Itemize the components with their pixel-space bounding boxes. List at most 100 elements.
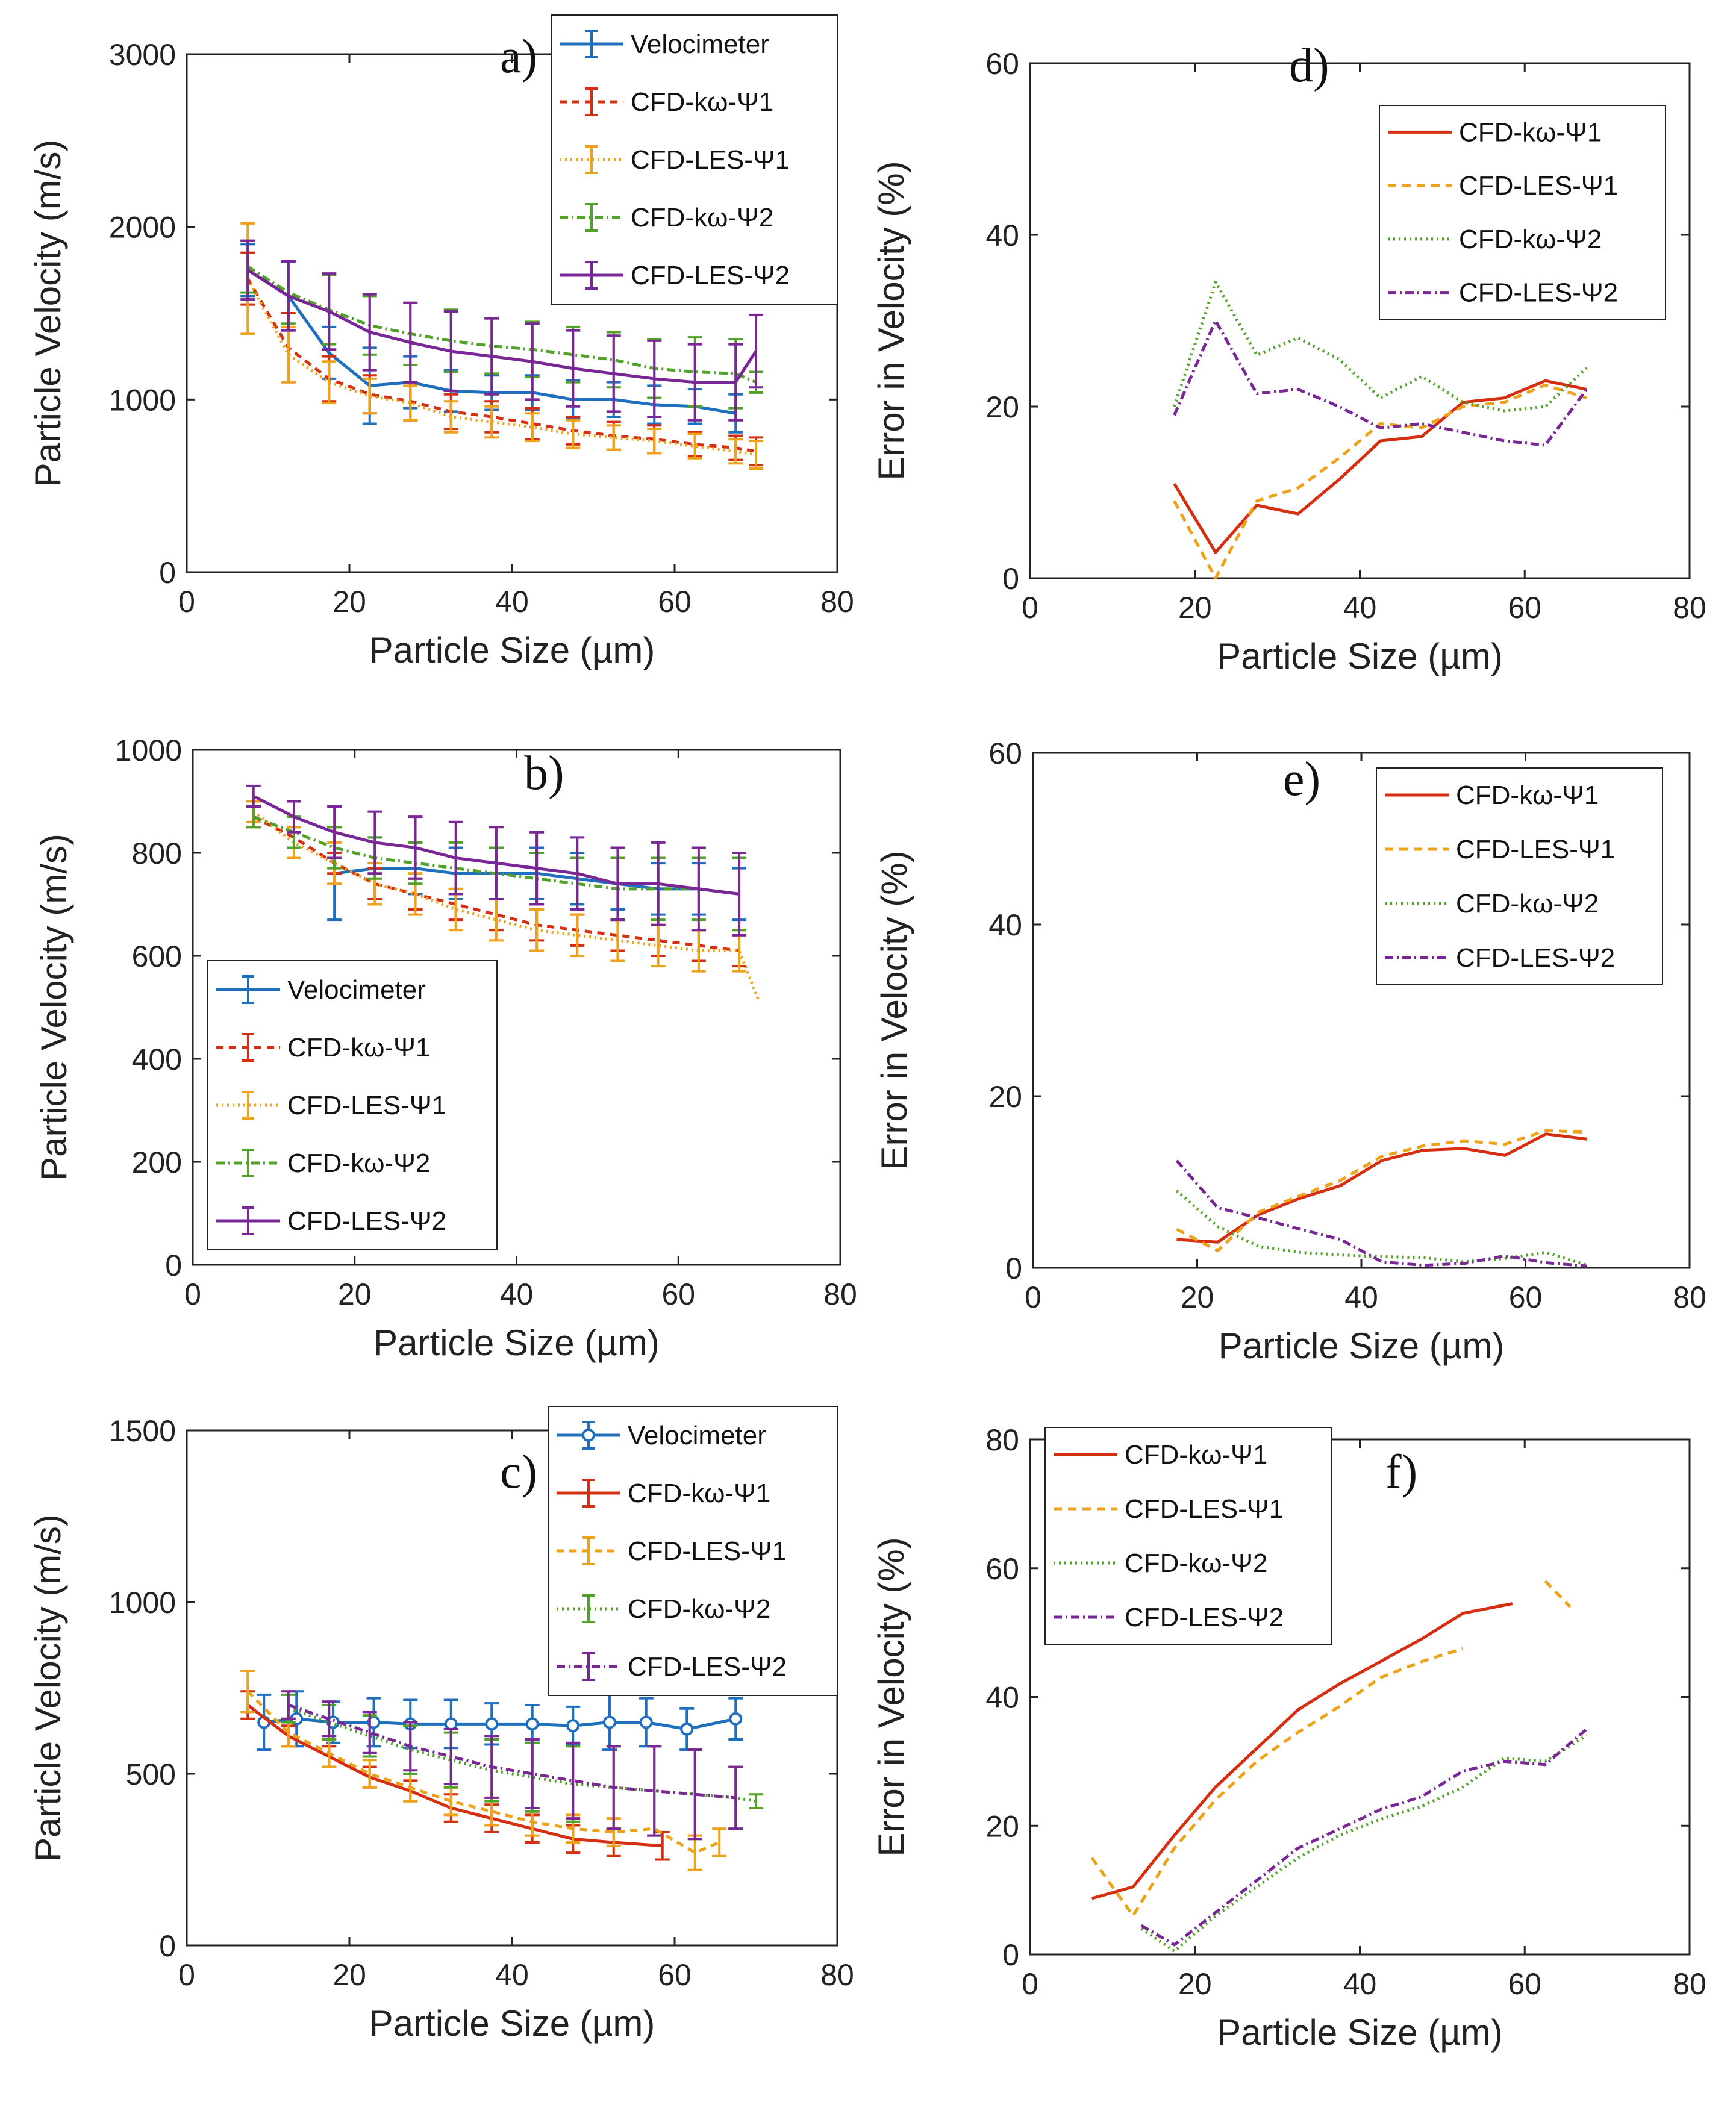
x-tick-label: 20 (1178, 591, 1212, 625)
series-les2 (246, 784, 747, 937)
y-axis-label: Particle Velocity (m/s) (28, 140, 68, 487)
series-line-kw2 (1175, 1189, 1588, 1267)
series-line-les1 (1090, 1647, 1464, 1918)
legend-box (1376, 767, 1663, 985)
legend-label: CFD-kω-Ψ2 (628, 1594, 770, 1624)
panel-label: b) (524, 747, 564, 800)
series-les2 (240, 239, 763, 422)
y-tick-label: 20 (988, 1080, 1022, 1114)
series-line-les1 (1173, 383, 1587, 580)
panel-label: f) (1385, 1445, 1417, 1498)
x-tick-label: 0 (1022, 591, 1038, 625)
x-axis-label: Particle Size (µm) (369, 2003, 655, 2044)
x-tick-label: 40 (1343, 1967, 1377, 2001)
y-tick-label: 20 (985, 390, 1019, 424)
data-point (566, 1719, 580, 1733)
legend-label: CFD-kω-Ψ1 (1456, 781, 1599, 810)
y-tick-label: 800 (132, 837, 182, 870)
y-tick-label: 3000 (109, 38, 176, 72)
y-tick-label: 60 (988, 737, 1022, 770)
x-tick-label: 80 (1673, 1967, 1706, 2001)
x-tick-label: 20 (333, 1958, 366, 1992)
panel-label: e) (1283, 753, 1320, 806)
series-les2 (281, 1690, 743, 1841)
x-tick-label: 80 (823, 1277, 857, 1311)
series-line-les1 (1176, 1129, 1587, 1252)
legend-label: CFD-LES-Ψ1 (631, 145, 790, 175)
series-line-kw1 (246, 278, 757, 453)
legend: CFD-kω-Ψ1 CFD-LES-Ψ1 CFD-kω-Ψ2 CFD-LES-Ψ2 (1044, 1427, 1332, 1645)
x-tick-label: 80 (1673, 1280, 1706, 1314)
series-les2 (1173, 319, 1588, 447)
y-axis-label: Error in Velocity (%) (871, 161, 911, 480)
y-axis-label: Particle Velocity (m/s) (28, 1514, 68, 1862)
legend-label: CFD-LES-Ψ2 (628, 1652, 787, 1682)
data-point (444, 1717, 458, 1731)
y-tick-label: 0 (165, 1249, 182, 1282)
legend-label: CFD-kω-Ψ2 (287, 1149, 430, 1178)
y-tick-label: 1000 (109, 383, 176, 417)
y-tick-label: 400 (132, 1043, 182, 1076)
panel-label: a) (500, 30, 537, 83)
x-tick-label: 20 (338, 1277, 372, 1311)
panel-label: d) (1289, 39, 1329, 92)
y-tick-label: 600 (132, 940, 182, 973)
series-line-extra-les1 (1544, 1580, 1572, 1608)
series-line-les2 (1175, 1159, 1587, 1268)
series-kw1 (1176, 1132, 1587, 1244)
y-tick-label: 1000 (115, 734, 182, 767)
y-tick-label: 80 (985, 1423, 1019, 1457)
chart-panel-0: 0 20 40 60 80 0 1000 2000 3000 Particle Size (µm)… (28, 14, 854, 670)
series-kw1 (240, 1690, 670, 1861)
y-tick-label: 60 (985, 47, 1019, 81)
legend: Velocimeter CFD-kω-Ψ1 CFD-LES-Ψ1 CFD-kω-Ψ2 C… (548, 1406, 838, 1696)
series-les1 (240, 222, 763, 470)
x-tick-label: 0 (178, 585, 195, 619)
legend-label: CFD-LES-Ψ2 (631, 261, 790, 290)
x-tick-label: 20 (1178, 1967, 1212, 2001)
series-line-les2 (287, 1703, 736, 1800)
x-tick-label: 40 (500, 1277, 534, 1311)
x-tick-label: 60 (658, 585, 692, 619)
series-line-kw1 (1176, 1132, 1587, 1244)
data-point (485, 1717, 499, 1731)
legend-label: CFD-LES-Ψ2 (1459, 278, 1618, 308)
x-tick-label: 40 (1343, 591, 1377, 625)
data-point (525, 1717, 539, 1731)
legend-label: Velocimeter (631, 30, 769, 59)
series-line-kw1 (1173, 379, 1587, 554)
series-kw2 (1140, 1734, 1588, 1953)
y-tick-label: 2000 (109, 211, 176, 245)
series-line-kw2 (246, 265, 757, 384)
x-tick-label: 20 (333, 585, 366, 619)
y-tick-label: 500 (126, 1757, 176, 1791)
series-les1 (1173, 383, 1587, 580)
x-axis-label: Particle Size (µm) (1217, 636, 1503, 676)
legend: CFD-kω-Ψ1 CFD-LES-Ψ1 CFD-kω-Ψ2 CFD-LES-Ψ2 (1376, 767, 1663, 985)
x-tick-label: 40 (1344, 1280, 1378, 1314)
data-point (639, 1715, 653, 1729)
data-point (367, 1715, 381, 1729)
legend-label: CFD-LES-Ψ1 (1456, 835, 1615, 864)
x-axis-label: Particle Size (µm) (369, 630, 655, 670)
legend-label: CFD-kω-Ψ1 (628, 1479, 770, 1508)
series-line-kw2 (1140, 1734, 1588, 1953)
x-tick-label: 60 (1509, 1280, 1543, 1314)
y-tick-label: 60 (985, 1552, 1019, 1586)
y-tick-label: 20 (985, 1809, 1019, 1843)
y-tick-label: 0 (1005, 1252, 1022, 1285)
legend-label: CFD-kω-Ψ1 (1459, 117, 1602, 147)
x-tick-label: 80 (820, 585, 854, 619)
legend-label: CFD-LES-Ψ1 (287, 1091, 446, 1120)
series-line-les2 (246, 269, 758, 384)
series-line-les2 (1173, 319, 1588, 447)
y-tick-label: 40 (988, 908, 1022, 942)
legend-label: CFD-kω-Ψ2 (1125, 1548, 1267, 1578)
y-tick-label: 40 (985, 219, 1019, 252)
legend: Velocimeter CFD-kω-Ψ1 CFD-LES-Ψ1 CFD-kω-Ψ2 C… (551, 14, 838, 305)
x-axis-label: Particle Size (µm) (1217, 2012, 1503, 2053)
